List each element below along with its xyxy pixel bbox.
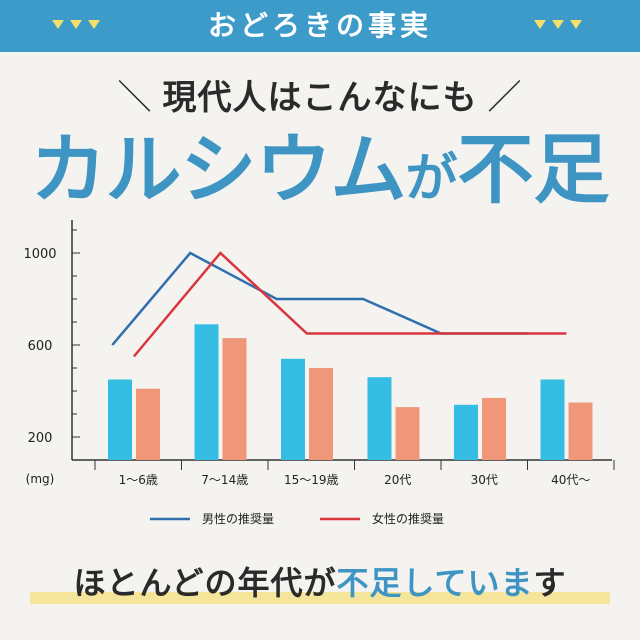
- bar-male-4: [454, 404, 478, 460]
- footer-prefix: ほとんどの年代が: [73, 564, 337, 602]
- legend-female-label: 女性の推奨量: [372, 511, 444, 526]
- y-tick-label: 600: [28, 339, 53, 354]
- headline-calcium: カルシウム: [30, 125, 406, 214]
- slash-left-icon: ＼: [117, 78, 153, 118]
- x-tick-label: 20代: [384, 473, 411, 487]
- x-tick-label: 30代: [471, 473, 498, 487]
- bar-female-1: [222, 338, 247, 460]
- triangle-icon: [88, 20, 100, 29]
- y-tick-label: 1000: [23, 247, 56, 262]
- triangle-icon: [70, 20, 82, 29]
- title-banner: [0, 0, 640, 52]
- y-unit-label: (mg): [26, 472, 55, 486]
- footer-suffix: す: [533, 564, 567, 602]
- triangle-icon: [552, 20, 564, 29]
- subheading-text: 現代人はこんなにも: [162, 78, 478, 118]
- headline-particle: が: [405, 149, 458, 209]
- banner-title: おどろきの事実: [207, 9, 432, 42]
- line-female-recommended: [132, 251, 567, 358]
- bar-male-2: [281, 358, 305, 460]
- x-tick-label: 1〜6歳: [119, 473, 158, 487]
- bar-female-0: [136, 388, 160, 460]
- triangle-icon: [52, 20, 64, 29]
- bar-female-3: [395, 407, 420, 460]
- triangle-icon: [570, 20, 582, 29]
- footer-highlight: 不足していま: [336, 564, 534, 602]
- bar-male-0: [108, 379, 132, 460]
- footer-underline: [30, 592, 610, 604]
- x-tick-label: 15〜19歳: [284, 473, 339, 487]
- banner-decoration-left: [52, 20, 100, 29]
- triangle-icon: [534, 20, 546, 29]
- x-tick-label: 40代〜: [551, 473, 590, 487]
- bar-female-4: [482, 397, 506, 460]
- banner-decoration-right: [534, 20, 582, 29]
- slash-right-icon: ／: [487, 78, 523, 118]
- bar-male-3: [367, 377, 392, 460]
- subheading: ＼ 現代人はこんなにも／: [0, 70, 640, 119]
- y-tick-label: 200: [28, 431, 53, 446]
- headline-shortage: 不足: [457, 125, 610, 214]
- bar-male-1: [194, 324, 219, 460]
- bar-female-5: [568, 402, 593, 460]
- legend-male-label: 男性の推奨量: [202, 512, 274, 526]
- headline: カルシウムが不足: [0, 108, 640, 218]
- bar-male-5: [540, 379, 565, 460]
- footer-message: ほとんどの年代が不足しています: [0, 558, 640, 604]
- x-tick-label: 7〜14歳: [201, 473, 248, 487]
- bar-female-2: [309, 368, 333, 460]
- line-male-recommended: [111, 251, 528, 346]
